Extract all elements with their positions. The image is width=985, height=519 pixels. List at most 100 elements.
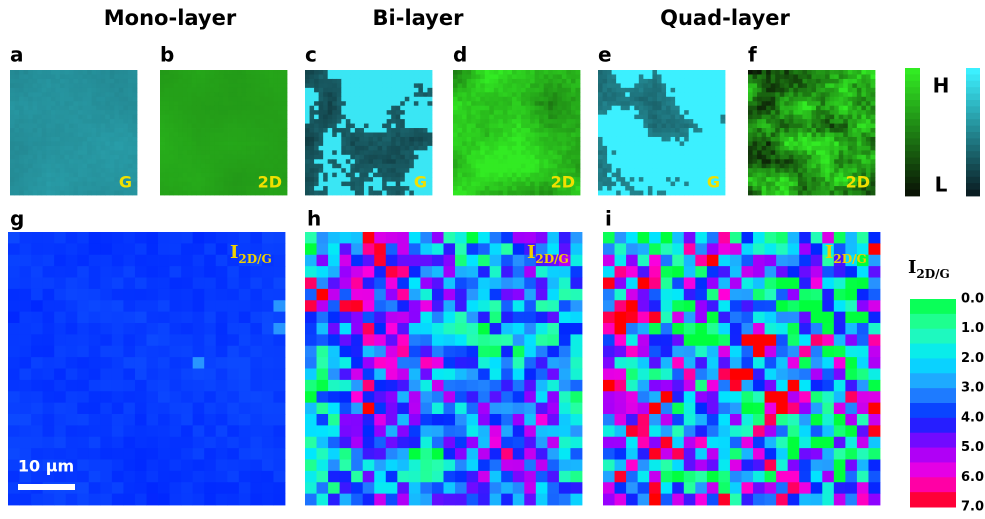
- map-pixel: [319, 106, 324, 111]
- map-pixel: [205, 101, 210, 106]
- map-pixel: [414, 115, 419, 120]
- map-pixel: [507, 70, 512, 75]
- map-pixel: [476, 115, 481, 120]
- map-pixel: [37, 155, 42, 160]
- map-pixel: [42, 182, 47, 187]
- map-pixel: [870, 146, 875, 151]
- map-pixel: [702, 128, 707, 133]
- map-pixel: [662, 146, 667, 151]
- map-pixel: [42, 128, 47, 133]
- map-pixel: [775, 191, 780, 196]
- map-pixel: [630, 155, 635, 160]
- map-pixel: [214, 155, 219, 160]
- map-pixel: [603, 141, 608, 146]
- map-pixel: [630, 101, 635, 106]
- map-pixel: [227, 334, 239, 346]
- map-pixel: [242, 137, 247, 142]
- map-pixel: [378, 182, 383, 187]
- map-pixel: [319, 128, 324, 133]
- map-pixel: [233, 168, 238, 173]
- map-pixel: [20, 334, 32, 346]
- map-pixel: [427, 141, 432, 146]
- map-pixel: [181, 289, 193, 301]
- map-pixel: [242, 155, 247, 160]
- map-pixel: [612, 119, 617, 124]
- map-pixel: [839, 115, 844, 120]
- map-pixel: [562, 137, 567, 142]
- map-pixel: [557, 133, 562, 138]
- map-pixel: [196, 119, 201, 124]
- map-pixel: [857, 110, 862, 115]
- map-pixel: [205, 173, 210, 178]
- map-pixel: [689, 173, 694, 178]
- map-pixel: [255, 92, 260, 97]
- map-pixel: [535, 74, 540, 79]
- map-pixel: [92, 173, 97, 178]
- map-pixel: [192, 88, 197, 93]
- map-pixel: [196, 155, 201, 160]
- map-pixel: [89, 232, 101, 244]
- map-pixel: [507, 124, 512, 129]
- map-pixel: [387, 101, 392, 106]
- map-pixel: [512, 164, 517, 169]
- map-pixel: [630, 79, 635, 84]
- map-pixel: [639, 79, 644, 84]
- map-pixel: [310, 92, 315, 97]
- map-pixel: [20, 232, 32, 244]
- map-pixel: [689, 88, 694, 93]
- map-pixel: [346, 88, 351, 93]
- map-pixel: [165, 150, 170, 155]
- map-pixel: [517, 168, 522, 173]
- map-pixel: [494, 182, 499, 187]
- map-pixel: [517, 191, 522, 196]
- intensity-bar-step: [905, 151, 920, 158]
- map-pixel: [260, 88, 265, 93]
- map-pixel: [246, 141, 251, 146]
- map-pixel: [328, 173, 333, 178]
- map-pixel: [630, 110, 635, 115]
- map-pixel: [616, 101, 621, 106]
- map-pixel: [757, 83, 762, 88]
- map-pixel: [205, 124, 210, 129]
- map-pixel: [19, 79, 24, 84]
- map-pixel: [498, 106, 503, 111]
- map-pixel: [423, 106, 428, 111]
- map-pixel: [598, 115, 603, 120]
- map-pixel: [771, 168, 776, 173]
- map-pixel: [693, 168, 698, 173]
- map-pixel: [839, 168, 844, 173]
- map-pixel: [15, 159, 20, 164]
- map-pixel: [378, 177, 383, 182]
- map-pixel: [657, 146, 662, 151]
- map-pixel: [753, 88, 758, 93]
- map-pixel: [37, 146, 42, 151]
- map-pixel: [657, 159, 662, 164]
- map-pixel: [83, 79, 88, 84]
- map-pixel: [369, 150, 374, 155]
- map-pixel: [196, 177, 201, 182]
- map-pixel: [771, 173, 776, 178]
- map-pixel: [46, 191, 51, 196]
- map-pixel: [566, 79, 571, 84]
- map-pixel: [378, 115, 383, 120]
- map-pixel: [100, 232, 112, 244]
- map-pixel: [503, 88, 508, 93]
- map-pixel: [278, 141, 283, 146]
- map-pixel: [607, 155, 612, 160]
- map-pixel: [183, 150, 188, 155]
- map-pixel: [55, 182, 60, 187]
- map-pixel: [100, 255, 112, 267]
- map-pixel: [621, 110, 626, 115]
- map-pixel: [409, 164, 414, 169]
- map-pixel: [132, 186, 137, 191]
- map-pixel: [553, 70, 558, 75]
- map-pixel: [535, 141, 540, 146]
- map-pixel: [507, 150, 512, 155]
- map-pixel: [210, 173, 215, 178]
- map-pixel: [310, 146, 315, 151]
- map-pixel: [766, 164, 771, 169]
- map-pixel: [798, 155, 803, 160]
- map-pixel: [250, 300, 262, 312]
- map-pixel: [498, 115, 503, 120]
- map-pixel: [112, 300, 124, 312]
